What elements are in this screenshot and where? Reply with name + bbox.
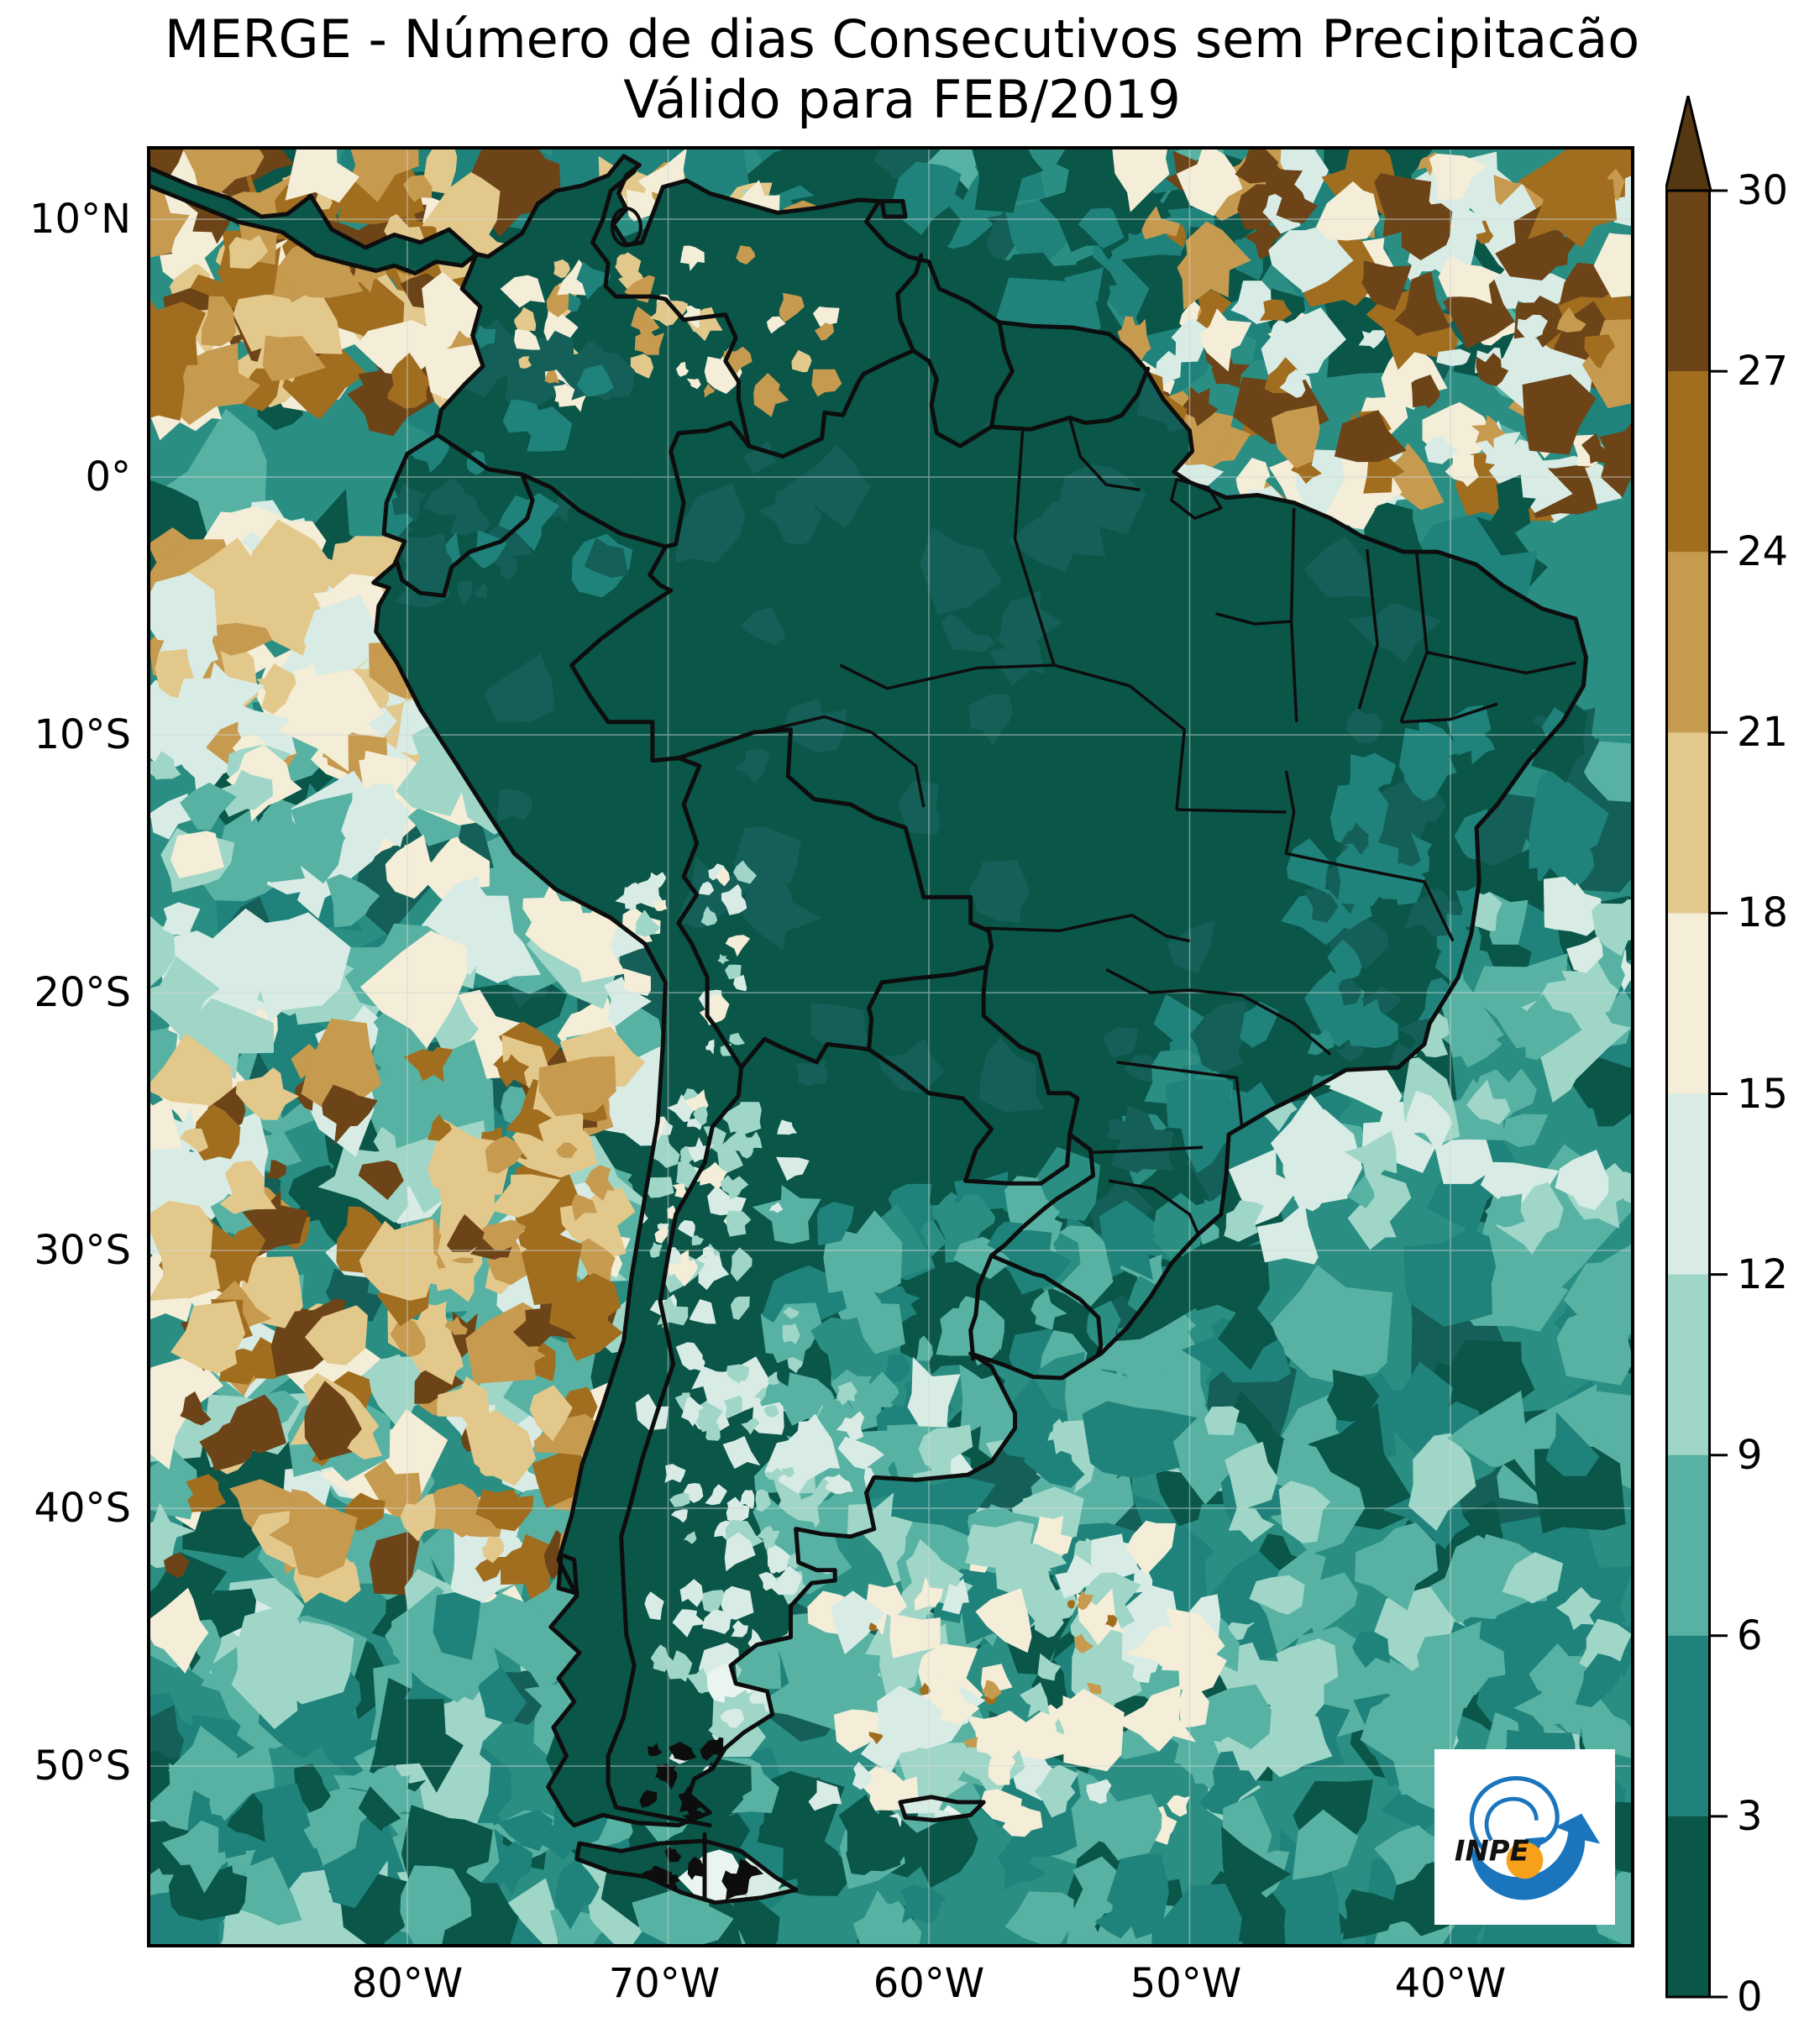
country-borders — [149, 154, 1588, 1905]
inpe-logo-graphic: INPE — [1455, 1775, 1601, 1900]
colorbar-segment — [1665, 732, 1711, 915]
colorbar-tick-label: 27 — [1737, 348, 1789, 396]
lat-tick-label: 40°S — [34, 1485, 131, 1532]
colorbar-segment — [1665, 1274, 1711, 1456]
colorbar-segment — [1665, 552, 1711, 734]
logo-text: INPE — [1455, 1834, 1529, 1867]
colorbar-over-arrow — [1664, 95, 1712, 192]
colorbar-segment — [1665, 191, 1711, 372]
colorbar: 30 27 24 21 18 15 12 9 6 3 0 — [1664, 95, 1804, 2027]
colorbar-tick-label: 0 — [1737, 1973, 1763, 2020]
lat-tick-label: 0° — [85, 453, 131, 501]
lat-tick-label: 20°S — [34, 969, 131, 1016]
lon-tick-label: 50°W — [1130, 1960, 1242, 2007]
colorbar-segment — [1665, 913, 1711, 1095]
inpe-logo: INPE — [1434, 1749, 1615, 1925]
colorbar-segment — [1665, 1816, 1711, 1998]
lon-tick-label: 80°W — [351, 1960, 464, 2007]
lat-tick-label: 50°S — [34, 1743, 131, 1790]
colorbar-tick-label: 24 — [1737, 528, 1789, 576]
colorbar-tick-label: 15 — [1737, 1070, 1789, 1118]
colorbar-tick-label: 30 — [1737, 167, 1789, 214]
lon-tick-label: 60°W — [873, 1960, 985, 2007]
lon-tick-label: 40°W — [1394, 1960, 1507, 2007]
colorbar-frame — [1665, 189, 1711, 1999]
colorbar-tick-label: 12 — [1737, 1250, 1789, 1298]
lat-tick-label: 10°N — [29, 196, 131, 243]
colorbar-segment — [1665, 1454, 1711, 1637]
colorbar-tick-label: 21 — [1737, 709, 1789, 757]
page-title-line1: MERGE - Número de dias Consecutivos sem … — [164, 8, 1640, 70]
colorbar-tick-label: 3 — [1737, 1792, 1763, 1840]
lat-tick-label: 10°S — [34, 711, 131, 758]
lon-tick-label: 70°W — [608, 1960, 721, 2007]
logo-orange-ball — [1506, 1842, 1544, 1879]
colorbar-segment — [1665, 371, 1711, 553]
colorbar-segment — [1665, 1093, 1711, 1276]
south-america-precipitation-map — [149, 148, 1633, 1946]
colorbar-segment — [1665, 1635, 1711, 1817]
graticule — [149, 148, 1633, 1946]
colorbar-tick-label: 9 — [1737, 1431, 1763, 1479]
colorbar-scale — [1664, 95, 1728, 1999]
brazil-state-borders — [758, 417, 1576, 1234]
page-title-line2: Válido para FEB/2019 — [623, 69, 1181, 130]
logo-spiral-arc — [1469, 1775, 1560, 1853]
logo-spiral-arc-inner — [1484, 1796, 1539, 1842]
lat-tick-label: 30°S — [34, 1227, 131, 1274]
map-canvas — [149, 148, 1633, 1946]
colorbar-tick-label: 18 — [1737, 889, 1789, 937]
colorbar-tick-label: 6 — [1737, 1612, 1763, 1659]
logo-swoosh-arrow — [1471, 1813, 1601, 1900]
